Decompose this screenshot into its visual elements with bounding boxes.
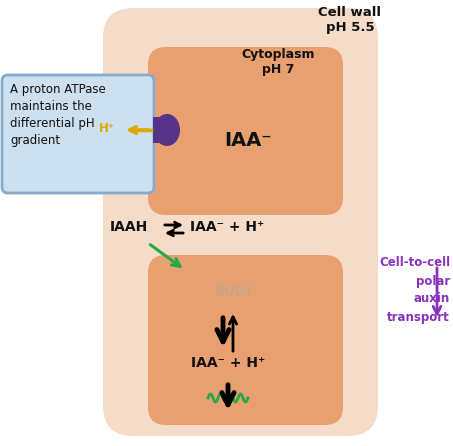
Text: IAAH: IAAH [110,220,148,234]
Text: H⁺: H⁺ [99,123,115,136]
FancyBboxPatch shape [103,8,378,436]
Text: IAA⁻: IAA⁻ [224,131,272,149]
Text: IAA⁻ + H⁺: IAA⁻ + H⁺ [190,220,264,234]
Text: Cytoplasm
pH 7: Cytoplasm pH 7 [241,48,315,76]
Text: IAA⁻ + H⁺: IAA⁻ + H⁺ [191,356,265,370]
Text: Cell wall
pH 5.5: Cell wall pH 5.5 [318,6,381,34]
Text: A proton ATPase
maintains the
differential pH
gradient: A proton ATPase maintains the differenti… [10,83,106,147]
FancyBboxPatch shape [153,117,161,143]
FancyBboxPatch shape [148,47,343,215]
Text: IAAH: IAAH [215,285,251,300]
FancyBboxPatch shape [2,75,154,193]
FancyBboxPatch shape [148,255,343,425]
Text: Cell-to-cell
polar
auxin
transport: Cell-to-cell polar auxin transport [379,256,450,323]
Ellipse shape [154,114,180,146]
